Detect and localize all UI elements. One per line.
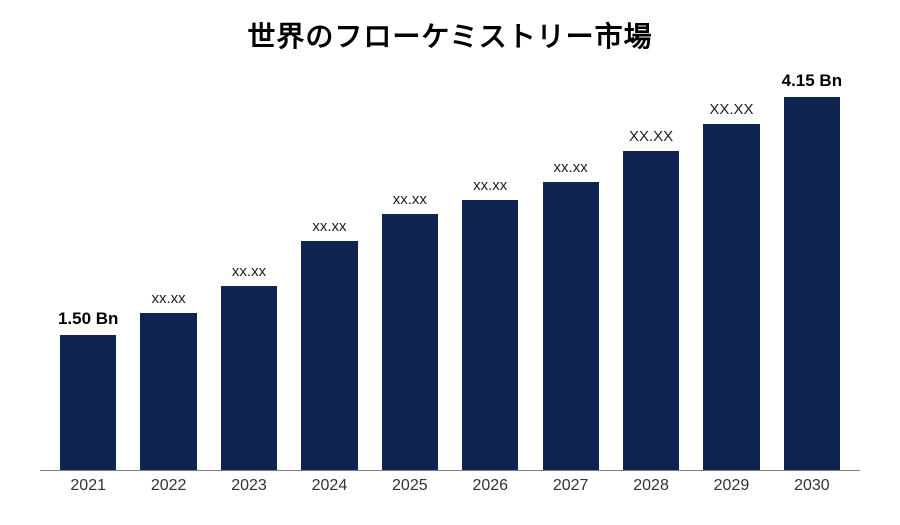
bar-column: xx.xx <box>450 65 530 470</box>
bar <box>623 151 679 470</box>
bar-column: xx.xx <box>289 65 369 470</box>
bar-value-label: xx.xx <box>393 191 427 208</box>
bar-column: 4.15 Bn <box>772 65 852 470</box>
bar-value-label: xx.xx <box>312 218 346 235</box>
x-tick-label: 2022 <box>128 477 208 495</box>
bar-value-label: 4.15 Bn <box>782 71 842 91</box>
chart-container: 世界のフローケミストリー市場 1.50 Bn xx.xx xx.xx xx.xx xx.… <box>0 0 900 525</box>
bar-value-label: xx.xx <box>152 290 186 307</box>
bar-value-label: 1.50 Bn <box>58 309 118 329</box>
bar-column: xx.xx <box>530 65 610 470</box>
x-tick-label: 2025 <box>370 477 450 495</box>
x-tick-label: 2029 <box>691 477 771 495</box>
x-tick-label: 2026 <box>450 477 530 495</box>
bar <box>140 313 196 471</box>
plot-area: 1.50 Bn xx.xx xx.xx xx.xx xx.xx xx.xx xx.xx XX.… <box>40 65 860 471</box>
x-tick-label: 2021 <box>48 477 128 495</box>
chart-title: 世界のフローケミストリー市場 <box>40 15 860 55</box>
bar-column: xx.xx <box>209 65 289 470</box>
bar <box>543 182 599 470</box>
bar <box>382 214 438 471</box>
bar-value-label: XX.XX <box>629 128 673 145</box>
bar <box>703 124 759 471</box>
x-tick-label: 2028 <box>611 477 691 495</box>
bar <box>462 200 518 470</box>
bar <box>784 97 840 471</box>
x-tick-label: 2023 <box>209 477 289 495</box>
bar-value-label: xx.xx <box>232 263 266 280</box>
x-axis: 2021202220232024202520262027202820292030 <box>40 471 860 495</box>
bar <box>60 335 116 470</box>
bar <box>301 241 357 471</box>
bar-column: XX.XX <box>611 65 691 470</box>
bar-column: XX.XX <box>691 65 771 470</box>
x-tick-label: 2030 <box>772 477 852 495</box>
bar-column: xx.xx <box>128 65 208 470</box>
bar-value-label: XX.XX <box>709 101 753 118</box>
bar-column: xx.xx <box>370 65 450 470</box>
x-tick-label: 2024 <box>289 477 369 495</box>
bar <box>221 286 277 471</box>
bar-value-label: xx.xx <box>554 159 588 176</box>
x-tick-label: 2027 <box>530 477 610 495</box>
bar-value-label: xx.xx <box>473 177 507 194</box>
bars-group: 1.50 Bn xx.xx xx.xx xx.xx xx.xx xx.xx xx.xx XX.… <box>40 65 860 470</box>
bar-column: 1.50 Bn <box>48 65 128 470</box>
